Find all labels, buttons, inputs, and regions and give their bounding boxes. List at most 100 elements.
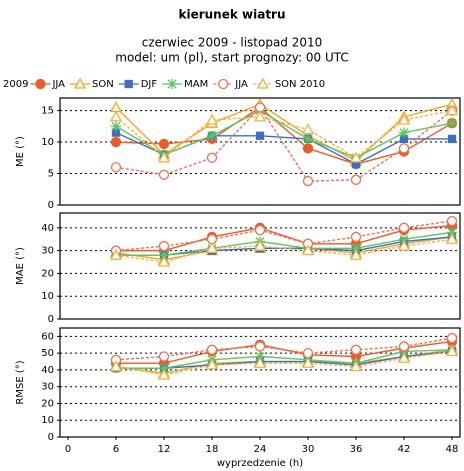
y-tick-label: 40	[41, 223, 54, 234]
y-tick-label: 20	[41, 398, 54, 409]
point	[397, 113, 411, 125]
point	[397, 239, 411, 251]
legend-title: 2009	[3, 79, 28, 90]
point	[253, 239, 267, 251]
point	[445, 232, 459, 244]
y-tick-label: 20	[41, 268, 54, 279]
y-axis-label: RMSE (°)	[15, 360, 26, 404]
y-tick-label: 30	[41, 246, 54, 257]
point	[218, 78, 229, 90]
point	[350, 344, 362, 355]
series-line	[115, 350, 453, 376]
plot-frame	[59, 212, 461, 320]
point	[255, 131, 265, 140]
x-tick-label: 0	[65, 444, 71, 455]
y-tick-label: 0	[48, 200, 54, 211]
point	[398, 143, 410, 154]
y-tick-label: 50	[41, 348, 54, 359]
point	[157, 255, 171, 267]
point	[302, 348, 314, 359]
point	[109, 360, 123, 372]
series-line	[115, 103, 453, 162]
point	[206, 344, 218, 355]
point	[399, 234, 409, 245]
legend-label: SON	[92, 79, 114, 90]
point	[398, 341, 410, 352]
point	[301, 123, 315, 135]
x-tick-label: 18	[206, 444, 219, 455]
y-tick-label: 10	[41, 415, 54, 426]
point	[111, 121, 121, 132]
point	[302, 143, 314, 154]
point	[253, 110, 267, 122]
point	[349, 151, 363, 163]
point	[302, 175, 314, 187]
chart-subtitle: czerwiec 2009 - listopad 2010	[142, 36, 323, 50]
point	[35, 78, 46, 90]
point	[159, 250, 169, 261]
x-tick-label: 6	[113, 444, 119, 455]
point	[398, 222, 410, 233]
legend-label: SON 2010	[275, 79, 325, 90]
x-axis-label: wyprzedzenie (h)	[217, 458, 303, 469]
series-line	[116, 224, 453, 252]
series-line	[116, 350, 453, 369]
point	[301, 356, 315, 368]
point	[447, 227, 457, 238]
point	[350, 174, 362, 185]
y-tick-label: 5	[48, 169, 54, 180]
point	[110, 136, 122, 148]
point	[157, 368, 171, 380]
point	[109, 248, 123, 260]
legend-label: MAM	[184, 79, 208, 90]
x-tick-label: 42	[398, 444, 411, 455]
point	[207, 130, 217, 141]
y-axis-label: ME (°)	[15, 136, 26, 167]
x-tick-label: 48	[446, 444, 459, 455]
chart-title: kierunek wiatru	[178, 8, 285, 22]
legend-label: JJA	[51, 79, 65, 90]
legend-label: DJF	[141, 79, 158, 90]
point	[447, 134, 457, 144]
point	[205, 358, 219, 370]
point	[399, 127, 409, 138]
series-line	[115, 337, 453, 361]
point	[254, 224, 266, 236]
series-line	[115, 109, 453, 159]
series-line	[115, 106, 453, 182]
point	[349, 360, 363, 372]
point	[253, 356, 267, 368]
point	[256, 77, 269, 89]
point	[397, 351, 411, 363]
point	[124, 79, 133, 89]
x-tick-label: 30	[302, 444, 315, 455]
legend-label: JJA	[234, 79, 248, 90]
y-tick-label: 0	[48, 314, 54, 325]
point	[110, 162, 122, 173]
x-tick-label: 36	[350, 444, 363, 455]
point	[254, 341, 266, 352]
point	[446, 215, 458, 227]
y-tick-label: 10	[41, 291, 54, 302]
y-tick-label: 0	[48, 432, 54, 443]
series-line	[116, 340, 453, 364]
point	[301, 244, 315, 256]
point	[206, 152, 218, 163]
series-line	[115, 109, 453, 159]
point	[351, 243, 361, 254]
series-line	[116, 231, 453, 256]
point	[445, 104, 459, 116]
point	[446, 332, 458, 344]
series-line	[115, 238, 453, 263]
point	[445, 345, 459, 357]
x-tick-label: 24	[254, 444, 267, 455]
point	[73, 77, 87, 89]
point	[109, 101, 123, 113]
point	[255, 351, 265, 362]
y-tick-label: 40	[41, 365, 54, 376]
point	[158, 169, 170, 180]
point	[205, 113, 219, 125]
x-tick-label: 12	[158, 444, 171, 455]
y-tick-label: 10	[41, 137, 54, 148]
